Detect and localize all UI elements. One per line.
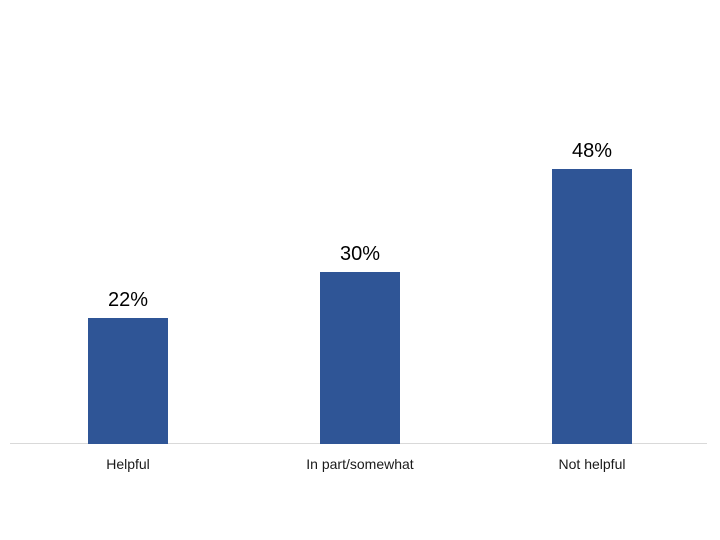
category-label-in-part-somewhat: In part/somewhat <box>306 456 414 472</box>
category-label-helpful: Helpful <box>106 456 150 472</box>
bar-group-in-part-somewhat: 30% <box>244 242 476 444</box>
category-axis-labels: Helpful In part/somewhat Not helpful <box>12 444 708 472</box>
plot-area: 22% 30% 48% <box>12 0 708 444</box>
bar-in-part-somewhat <box>320 272 400 444</box>
category-label-not-helpful: Not helpful <box>558 456 626 472</box>
data-label: 30% <box>339 243 381 265</box>
bar-group-not-helpful: 48% <box>476 139 708 444</box>
data-label: 48% <box>571 140 613 162</box>
bar-group-helpful: 22% <box>12 288 244 444</box>
bar-not-helpful <box>552 169 632 444</box>
bar-helpful <box>88 318 168 444</box>
data-label: 22% <box>107 289 149 311</box>
